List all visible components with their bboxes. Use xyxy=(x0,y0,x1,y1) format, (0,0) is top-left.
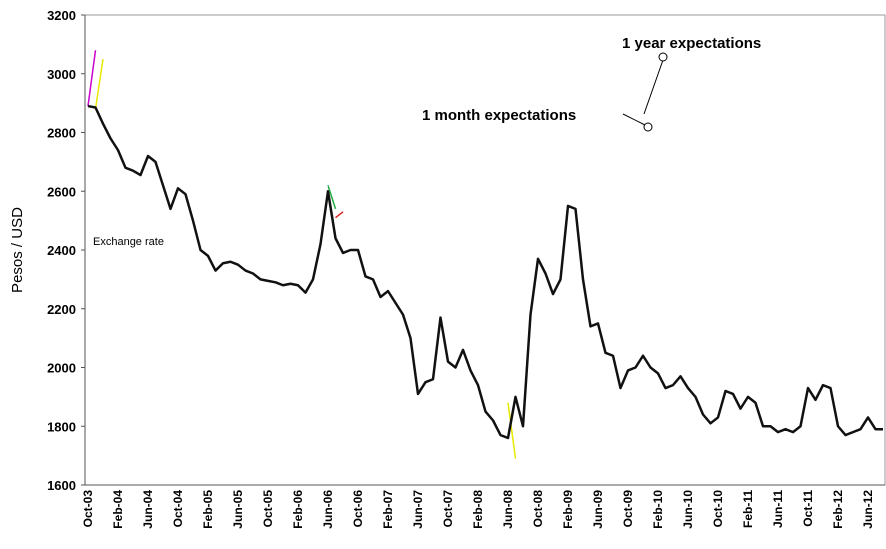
x-tick-label: Feb-06 xyxy=(291,490,305,529)
y-tick-label: 2400 xyxy=(47,243,76,258)
y-tick-label: 1800 xyxy=(47,419,76,434)
x-tick-label: Oct-03 xyxy=(81,490,95,528)
y-tick-label: 3000 xyxy=(47,67,76,82)
x-tick-label: Oct-08 xyxy=(531,490,545,528)
callout-line xyxy=(622,113,646,126)
x-tick-label: Feb-07 xyxy=(381,490,395,529)
x-tick-label: Oct-05 xyxy=(261,490,275,528)
x-tick-label: Jun-11 xyxy=(771,490,785,528)
annotation: 1 year expectations xyxy=(622,35,761,52)
x-tick-label: Jun-07 xyxy=(411,490,425,529)
x-tick-label: Jun-08 xyxy=(501,490,515,529)
x-tick-label: Oct-04 xyxy=(171,490,185,528)
series-line xyxy=(507,402,517,459)
y-tick-label: 1600 xyxy=(47,478,76,493)
series-line xyxy=(87,50,97,107)
y-tick-label: 2800 xyxy=(47,126,76,141)
x-tick-label: Jun-05 xyxy=(231,490,245,529)
x-tick-label: Feb-04 xyxy=(111,490,125,529)
x-tick-label: Feb-05 xyxy=(201,490,215,529)
x-tick-label: Feb-09 xyxy=(561,490,575,529)
y-tick-label: 3200 xyxy=(47,8,76,23)
x-tick-label: Oct-10 xyxy=(711,490,725,528)
series-line xyxy=(87,104,883,440)
x-tick-label: Feb-08 xyxy=(471,490,485,529)
y-axis-label: Pesos / USD xyxy=(9,207,26,293)
annotation: 1 month expectations xyxy=(422,107,576,124)
y-tick-label: 2000 xyxy=(47,361,76,376)
y-tick-label: 2200 xyxy=(47,302,76,317)
plot-frame xyxy=(84,14,886,486)
x-tick-label: Feb-12 xyxy=(831,490,845,529)
x-tick-label: Oct-06 xyxy=(351,490,365,528)
series-line xyxy=(327,185,337,210)
x-tick-label: Oct-07 xyxy=(441,490,455,528)
x-tick-label: Jun-12 xyxy=(861,490,875,529)
x-tick-label: Jun-10 xyxy=(681,490,695,529)
x-tick-label: Oct-09 xyxy=(621,490,635,528)
callout-line xyxy=(643,59,664,115)
x-tick-label: Jun-04 xyxy=(141,490,155,529)
x-tick-label: Jun-09 xyxy=(591,490,605,529)
x-tick-label: Jun-06 xyxy=(321,490,335,529)
x-tick-label: Oct-11 xyxy=(801,490,815,527)
callout-dot xyxy=(643,122,653,132)
y-tick-label: 2600 xyxy=(47,184,76,199)
series-line xyxy=(94,58,104,110)
x-tick-label: Feb-11 xyxy=(741,490,755,528)
callout-dot xyxy=(658,52,668,62)
annotation: Exchange rate xyxy=(93,236,164,248)
series-line xyxy=(335,211,344,219)
x-tick-label: Feb-10 xyxy=(651,490,665,529)
